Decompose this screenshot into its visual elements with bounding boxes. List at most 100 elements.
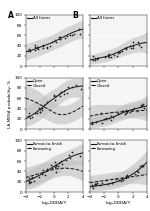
Text: A: A <box>8 11 14 20</box>
Point <box>27 181 30 185</box>
Point <box>96 56 99 60</box>
Point <box>60 160 62 163</box>
Point <box>105 178 108 182</box>
Point <box>125 111 128 115</box>
X-axis label: log₂DDDA/Y: log₂DDDA/Y <box>106 201 131 205</box>
Point <box>36 45 38 49</box>
Point <box>130 108 133 112</box>
Point <box>133 107 136 110</box>
Point <box>51 40 53 44</box>
Point <box>111 115 114 119</box>
Legend: Open, Closed: Open, Closed <box>27 79 46 88</box>
Point <box>115 178 117 181</box>
Point <box>29 49 31 52</box>
Point <box>137 41 139 44</box>
Point <box>132 41 134 44</box>
Point <box>37 48 39 51</box>
Point <box>94 58 96 62</box>
Point <box>121 110 123 113</box>
Point <box>66 35 68 38</box>
Point <box>108 116 110 119</box>
Point <box>134 172 137 176</box>
Point <box>132 47 134 50</box>
Point <box>42 46 44 49</box>
Point <box>117 112 120 115</box>
Point <box>69 156 71 160</box>
Point <box>91 185 93 188</box>
Point <box>142 103 144 106</box>
Point <box>73 32 75 36</box>
Point <box>46 101 48 104</box>
Point <box>27 115 29 118</box>
Point <box>100 122 103 125</box>
Point <box>113 54 116 57</box>
Point <box>101 182 103 185</box>
Point <box>116 54 118 57</box>
Point <box>100 111 102 115</box>
Point <box>45 167 48 171</box>
Point <box>46 47 48 50</box>
Point <box>40 172 43 175</box>
Point <box>30 181 32 184</box>
Point <box>129 44 131 48</box>
Point <box>79 154 81 158</box>
Point <box>111 181 113 185</box>
Point <box>28 179 30 183</box>
Point <box>54 98 56 101</box>
Point <box>117 111 119 114</box>
Point <box>36 111 38 115</box>
Point <box>64 37 67 40</box>
Point <box>105 116 108 120</box>
Point <box>118 50 121 54</box>
Point <box>107 183 110 186</box>
Point <box>142 164 145 168</box>
Legend: Open, Closed: Open, Closed <box>91 79 111 88</box>
Point <box>39 110 41 114</box>
Point <box>41 168 44 172</box>
Point <box>31 115 33 118</box>
Point <box>125 176 127 179</box>
Point <box>38 107 40 110</box>
Point <box>54 38 56 42</box>
Point <box>36 46 38 50</box>
Point <box>65 91 68 94</box>
Point <box>59 94 61 97</box>
Point <box>28 177 30 180</box>
Point <box>42 44 44 47</box>
Point <box>46 168 49 171</box>
Point <box>38 175 40 179</box>
Point <box>141 104 144 107</box>
Point <box>118 50 120 53</box>
Point <box>138 43 141 46</box>
Point <box>111 182 113 185</box>
Point <box>50 164 52 167</box>
Point <box>91 58 94 61</box>
Point <box>55 165 58 168</box>
Point <box>104 118 107 121</box>
Point <box>96 56 98 59</box>
Legend: Farrow-to-finish, Farrowing: Farrow-to-finish, Farrowing <box>27 142 64 151</box>
Point <box>60 162 63 166</box>
Point <box>58 35 61 39</box>
Point <box>70 150 73 154</box>
Point <box>75 83 78 87</box>
Point <box>124 112 127 116</box>
Point <box>129 110 132 114</box>
Point <box>139 164 142 168</box>
Point <box>103 55 106 59</box>
Point <box>28 47 31 51</box>
Point <box>58 161 60 164</box>
Point <box>33 45 36 49</box>
Point <box>139 46 142 49</box>
Point <box>110 115 112 118</box>
Point <box>49 45 52 48</box>
Point <box>63 92 65 96</box>
Point <box>68 154 70 157</box>
Point <box>141 164 144 167</box>
Point <box>91 187 94 190</box>
Point <box>28 180 31 184</box>
Point <box>62 89 65 93</box>
Point <box>71 34 74 37</box>
Point <box>108 55 110 58</box>
Point <box>30 176 33 179</box>
